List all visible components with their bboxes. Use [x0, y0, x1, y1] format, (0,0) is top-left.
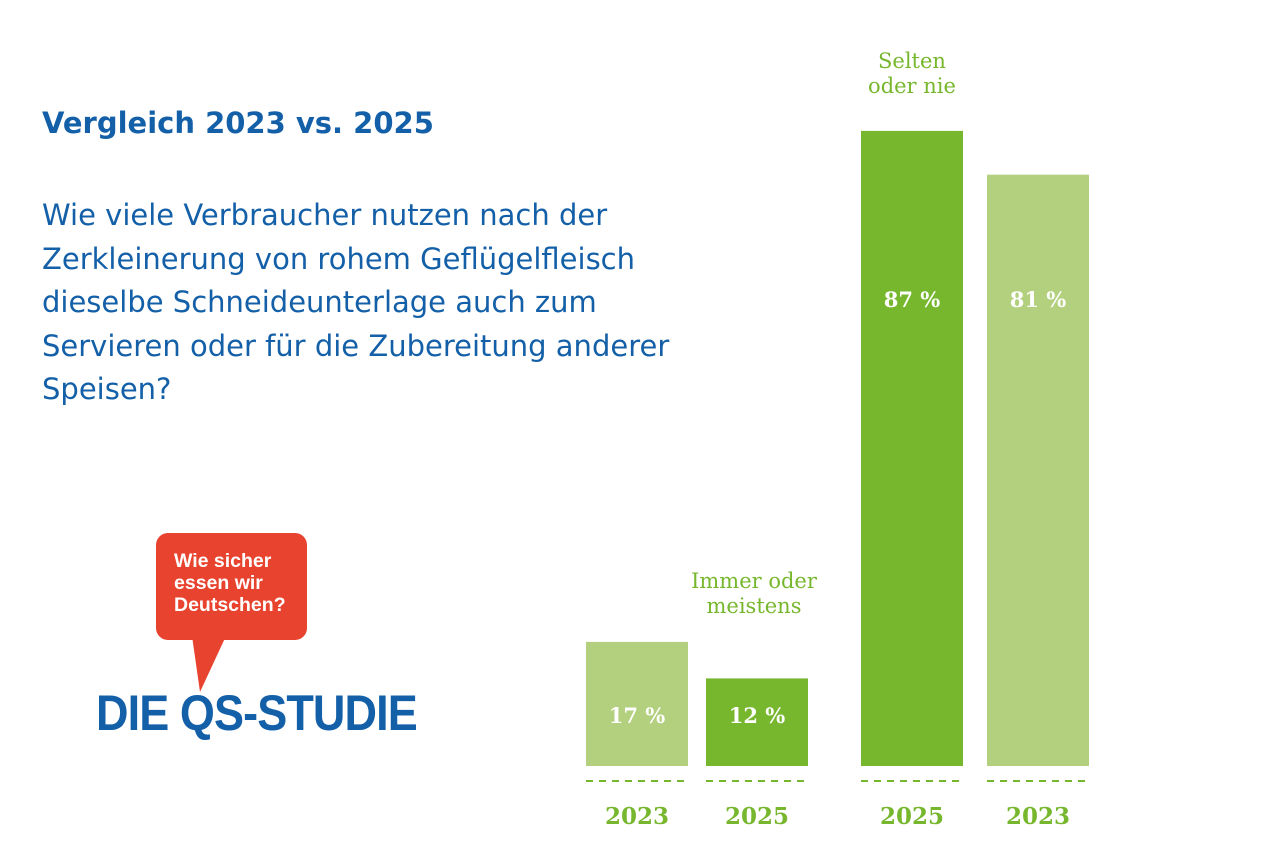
bar-2023 [586, 641, 688, 766]
bar-2025 [861, 130, 963, 766]
question-line: Servieren oder für die Zubereitung ander… [42, 328, 670, 363]
bar-2025 [706, 678, 808, 766]
bar-value-label: 81 % [1010, 287, 1067, 312]
logo-wordmark: DIE QS-STUDIE [96, 685, 418, 741]
logo-bubble-line: Deutschen? [174, 594, 286, 616]
question-line: dieselbe Schneideunterlage auch zum [42, 285, 597, 319]
group-label: Immer oder [691, 569, 818, 593]
bar-value-label: 87 % [884, 287, 941, 312]
logo-bubble-line: Wie sicher [174, 550, 272, 572]
bar-value-label: 17 % [609, 703, 666, 728]
year-label: 2023 [1006, 803, 1070, 830]
group-label: Selten [878, 49, 946, 73]
year-label: 2025 [725, 803, 789, 830]
question-line: Wie viele Verbraucher nutzen nach der [42, 198, 608, 232]
question-line: Speisen? [42, 372, 172, 406]
bar-value-label: 12 % [729, 703, 786, 728]
year-label: 2023 [605, 803, 669, 830]
group-label: meistens [706, 594, 801, 618]
logo-speech-bubble [156, 533, 307, 640]
year-label: 2025 [880, 803, 944, 830]
logo-bubble-line: essen wir [174, 572, 263, 594]
question-line: Zerkleinerung von rohem Geflügelfleisch [42, 241, 635, 276]
logo-bubble-text: Wie sicher essen wir Deutschen? [174, 550, 286, 616]
logo-speech-bubble-tail [192, 636, 226, 692]
page-title: Vergleich 2023 vs. 2025 [42, 106, 434, 140]
survey-question: Wie viele Verbraucher nutzen nach der Ze… [42, 194, 742, 412]
group-label: oder nie [868, 74, 956, 98]
bar-2023 [987, 174, 1089, 766]
